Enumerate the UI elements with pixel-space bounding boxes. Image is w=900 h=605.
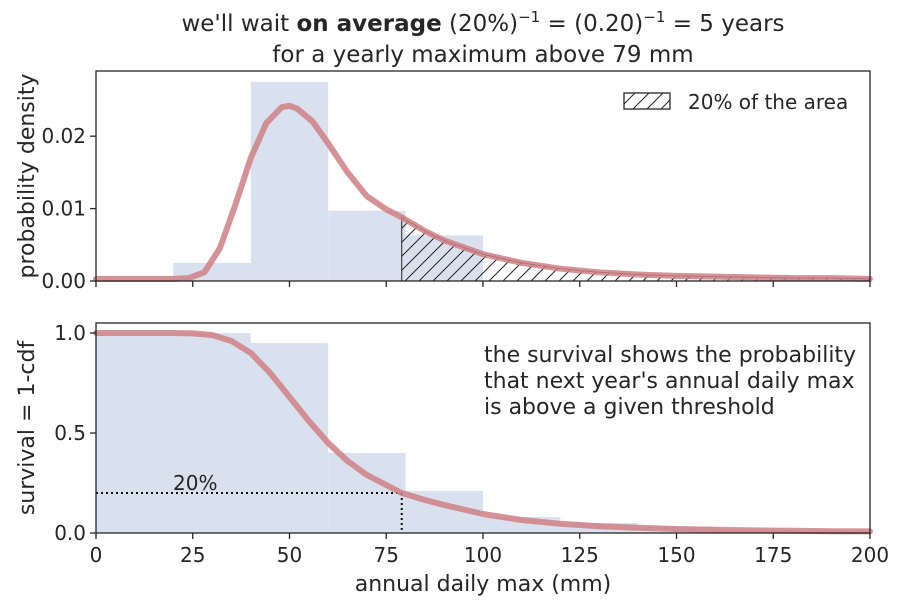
xtick-label: 150 (657, 543, 695, 567)
top-ylabel: probability density (15, 73, 40, 278)
title-emphasis: on average (296, 11, 442, 37)
chart-title-line2: for a yearly maximum above 79 mm (272, 42, 694, 68)
annotation-line: that next year's annual daily max (484, 369, 855, 394)
top-ytick-label: 0.02 (41, 124, 86, 148)
exponent-1: −1 (518, 8, 541, 26)
xtick-label: 100 (464, 543, 502, 567)
xtick-label: 25 (180, 543, 205, 567)
chart-title-line1: we'll wait on average (20%)−1 = (0.20)−1… (181, 8, 785, 38)
bottom-curve-line (93, 330, 873, 535)
bottom-ytick-label: 0.5 (54, 421, 86, 445)
bottom-hist-bar (250, 343, 329, 533)
xtick-label: 200 (851, 543, 889, 567)
xtick-label: 0 (90, 543, 103, 567)
bottom-ytick-label: 0.0 (54, 521, 86, 545)
top-curve-line (93, 102, 873, 282)
xtick-label: 125 (561, 543, 599, 567)
top-hist-bar (250, 81, 329, 282)
bottom-ytick-label: 1.0 (54, 321, 86, 345)
xtick-label: 75 (374, 543, 399, 567)
annotation-line: is above a given threshold (484, 395, 775, 420)
xtick-label: 175 (754, 543, 792, 567)
top-hist-bar (328, 210, 406, 281)
legend-label: 20% of the area (688, 90, 848, 114)
bottom-ylabel: survival = 1-cdf (15, 340, 40, 516)
legend-hatch-swatch (623, 92, 671, 110)
top-ytick-label: 0.01 (41, 197, 86, 221)
exponent-2: −1 (643, 8, 666, 26)
annotation-line: the survival shows the probability (484, 343, 856, 368)
top-ytick-label: 0.00 (41, 269, 86, 293)
xtick-label: 50 (277, 543, 302, 567)
xlabel: annual daily max (mm) (355, 572, 612, 597)
threshold-label: 20% (173, 471, 217, 495)
bottom-hist-bar (173, 333, 251, 533)
bottom-hist-bar (96, 333, 174, 533)
